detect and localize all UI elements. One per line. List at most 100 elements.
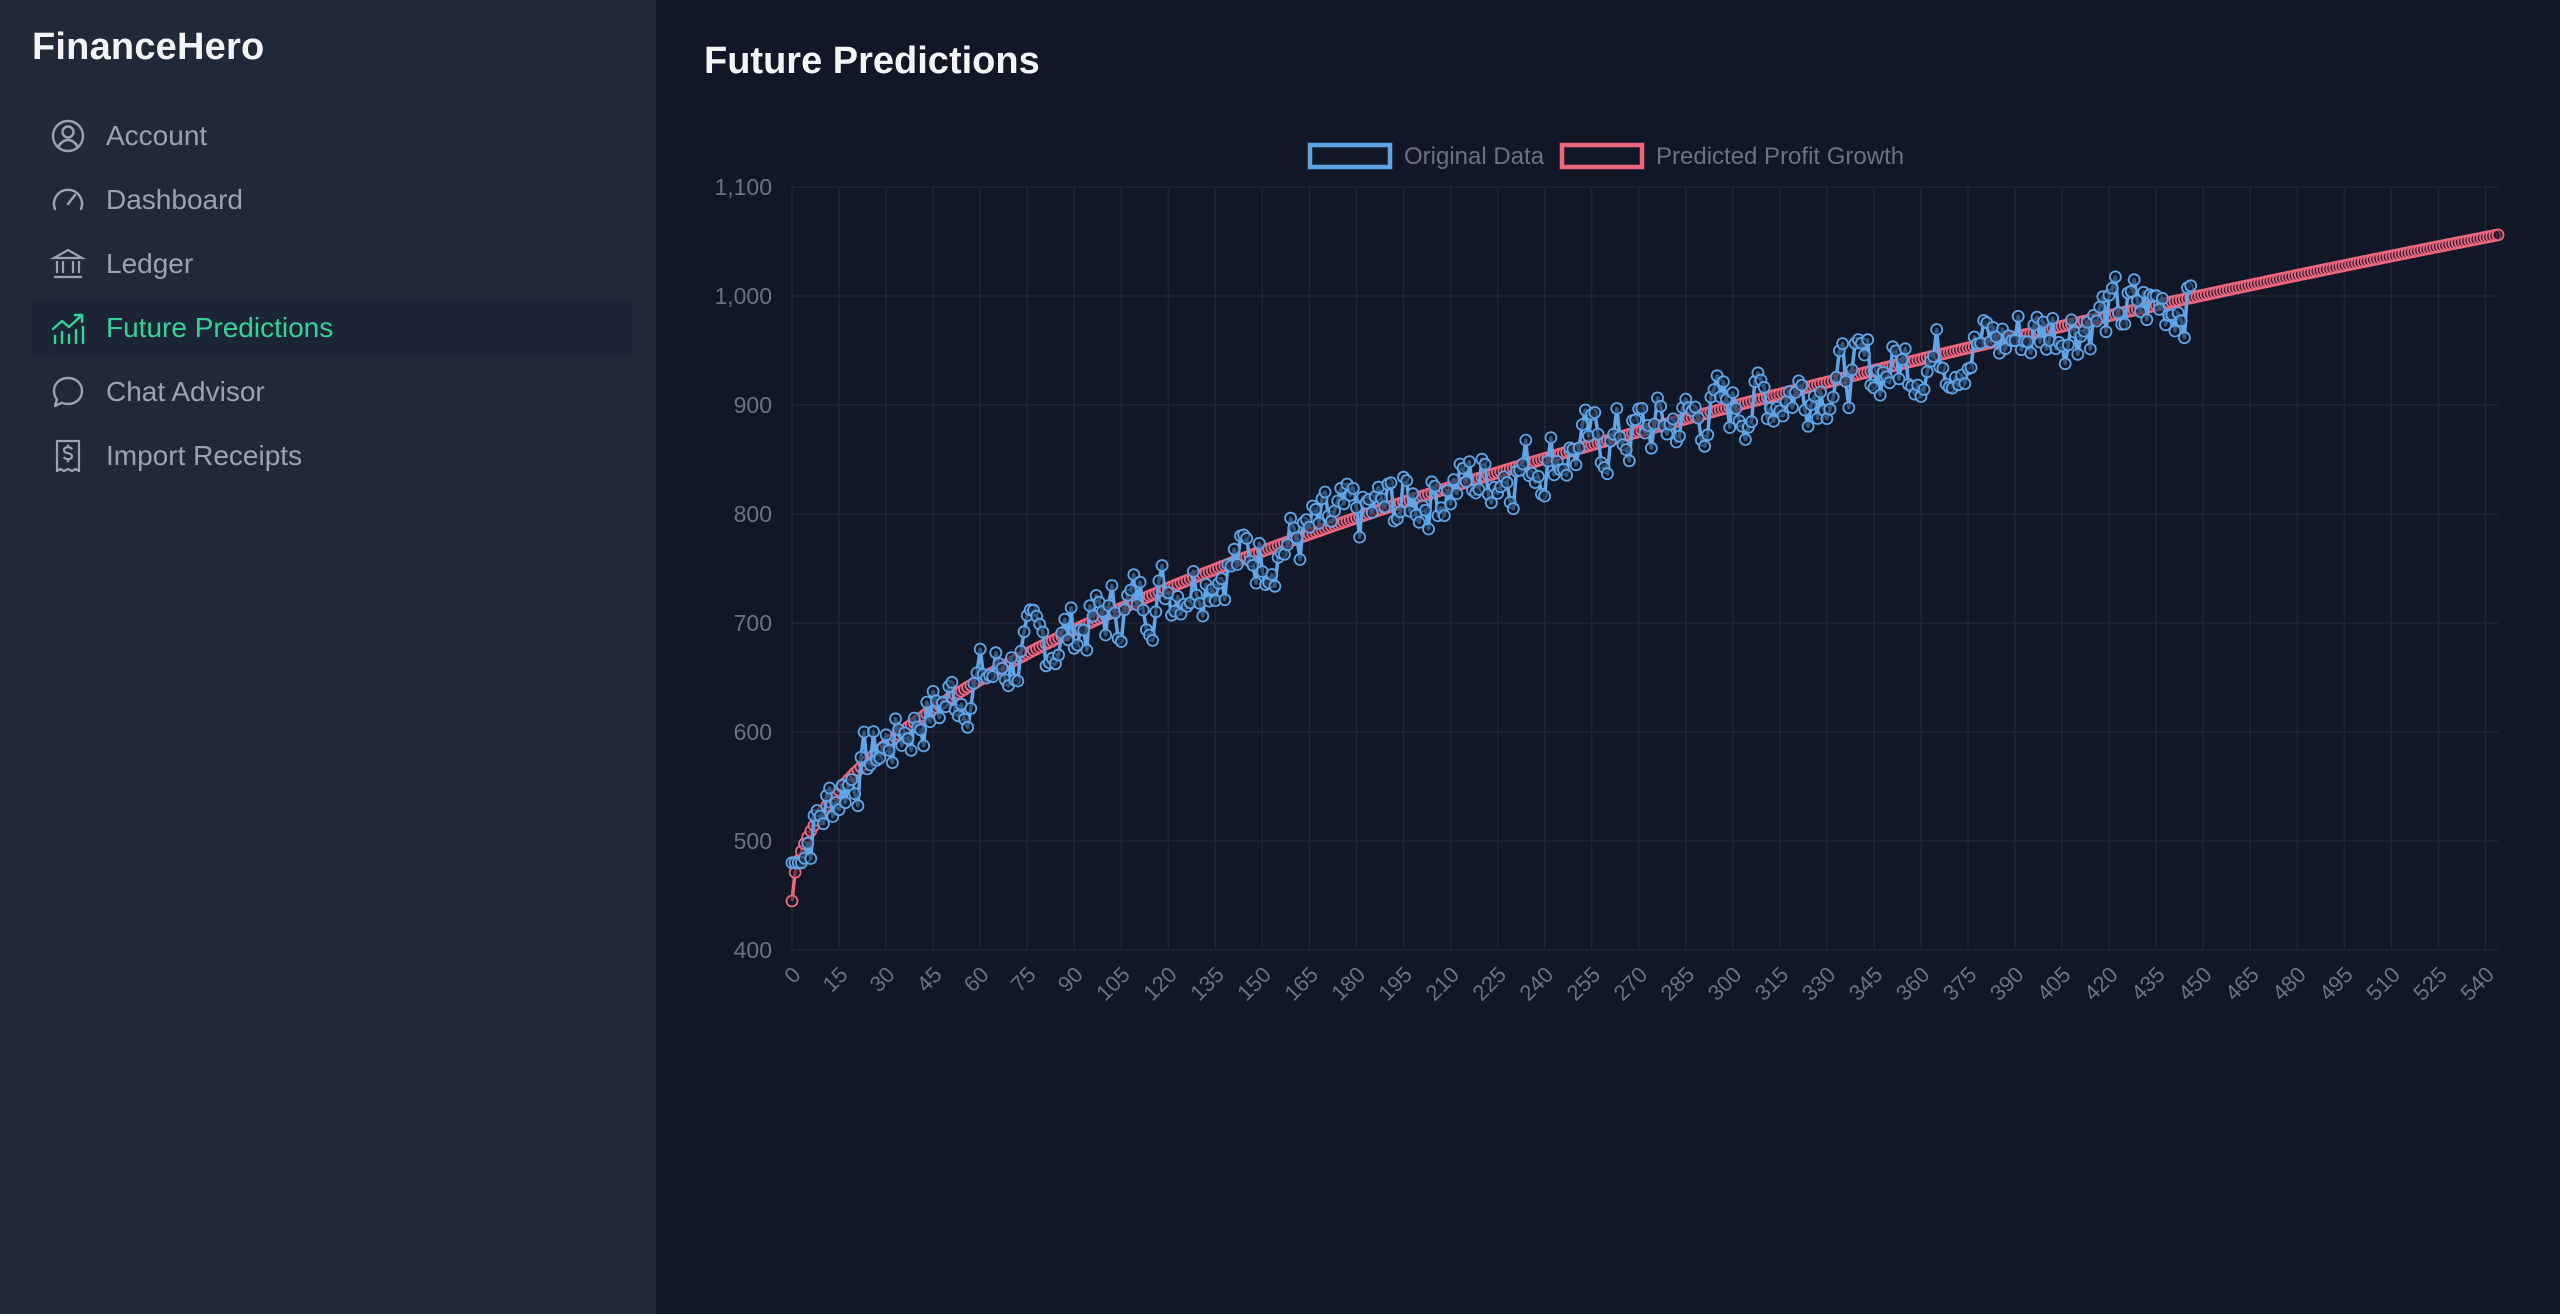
data-point <box>1290 531 1304 545</box>
y-tick-label: 500 <box>734 828 772 854</box>
data-point <box>2093 300 2107 314</box>
x-tick-label: 135 <box>1185 962 1229 1006</box>
data-point <box>1080 643 1094 657</box>
data-point <box>1757 380 1771 394</box>
data-point <box>2168 324 2182 338</box>
user-circle-icon <box>50 118 86 154</box>
data-point <box>1538 489 1551 503</box>
y-tick-label: 700 <box>734 610 772 636</box>
data-point <box>879 728 893 742</box>
data-point <box>845 773 859 786</box>
data-point <box>1011 674 1025 688</box>
x-tick-label: 120 <box>1138 962 1182 1006</box>
data-point <box>1726 386 1740 400</box>
x-tick-label: 375 <box>1938 962 1982 1006</box>
x-tick-label: 405 <box>2032 962 2076 1006</box>
data-point <box>1898 342 1912 356</box>
data-point <box>1964 361 1978 375</box>
data-point <box>2184 279 2198 293</box>
chart-legend: Original Data Predicted Profit Growth <box>1307 142 1904 170</box>
data-point <box>1017 625 1031 639</box>
app-title[interactable]: FinanceHero <box>32 26 265 68</box>
x-tick-label: 75 <box>1006 962 1041 997</box>
x-tick-label: 30 <box>865 962 900 997</box>
sidebar-item-label: Ledger <box>106 248 194 279</box>
data-point <box>1823 402 1837 416</box>
data-point <box>838 796 852 810</box>
data-point <box>1845 363 1859 377</box>
sidebar-item-chat-advisor[interactable]: Chat Advisor <box>32 364 632 420</box>
data-point <box>1268 579 1282 593</box>
data-point <box>823 781 837 795</box>
data-point <box>1246 558 1260 572</box>
data-point <box>1842 401 1856 415</box>
x-tick-label: 480 <box>2267 962 2311 1006</box>
data-point <box>2024 346 2038 360</box>
page-title: Future Predictions <box>704 40 1040 82</box>
data-point <box>1412 516 1426 529</box>
legend-label: Predicted Profit Growth <box>1656 143 1904 170</box>
x-tick-label: 390 <box>1985 962 2029 1006</box>
x-tick-label: 60 <box>959 962 994 997</box>
series-line <box>790 233 2499 902</box>
chart-grid <box>791 186 2498 951</box>
data-point <box>2071 347 2085 361</box>
data-point <box>1196 609 1210 623</box>
x-tick-label: 435 <box>2126 962 2170 1006</box>
data-point <box>1572 441 1586 455</box>
data-point <box>889 712 902 726</box>
data-point <box>1346 481 1360 495</box>
data-point <box>1858 348 1871 362</box>
data-point <box>2127 273 2141 287</box>
legend-item: Predicted Profit Growth <box>1559 142 1904 170</box>
data-point <box>1892 372 1906 386</box>
data-point <box>1601 467 1614 481</box>
y-tick-label: 1,100 <box>714 174 772 200</box>
data-point <box>1400 474 1414 488</box>
sidebar-item-label: Chat Advisor <box>106 376 265 407</box>
data-point <box>1124 583 1138 597</box>
data-point <box>2065 313 2078 327</box>
data-point <box>1252 536 1266 550</box>
data-point <box>1930 323 1944 336</box>
data-point <box>1701 428 1715 442</box>
data-point <box>1136 603 1150 617</box>
y-tick-label: 600 <box>734 719 772 745</box>
data-point <box>1519 433 1533 447</box>
x-tick-label: 315 <box>1750 962 1794 1006</box>
data-point <box>1146 634 1160 647</box>
data-point <box>1447 473 1461 487</box>
x-tick-label: 495 <box>2314 962 2358 1006</box>
data-point <box>1569 458 1583 472</box>
x-tick-label: 15 <box>818 962 853 997</box>
data-point <box>2109 270 2122 284</box>
data-point <box>1544 431 1558 445</box>
data-point <box>1691 411 1705 425</box>
sidebar-item-account[interactable]: Account <box>32 108 632 164</box>
data-point <box>904 744 918 757</box>
data-point <box>1958 377 1972 391</box>
data-point <box>1644 441 1658 455</box>
sidebar-item-ledger[interactable]: Ledger <box>32 236 632 292</box>
data-point <box>2124 284 2138 298</box>
data-point <box>2178 331 2191 345</box>
data-point <box>964 702 978 715</box>
legend-label: Original Data <box>1404 143 1545 170</box>
series-original <box>785 270 2198 870</box>
data-point <box>995 662 1009 675</box>
sidebar-item-import-receipts[interactable]: Import Receipts <box>32 428 632 484</box>
data-point <box>1450 487 1464 501</box>
data-point <box>901 732 915 746</box>
sidebar-item-dashboard[interactable]: Dashboard <box>32 172 632 228</box>
data-point <box>1312 516 1326 530</box>
sidebar-item-label: Import Receipts <box>106 440 303 471</box>
x-tick-label: 0 <box>779 962 805 988</box>
data-point <box>1917 383 1931 396</box>
sidebar-item-future-predictions[interactable]: Future Predictions <box>32 300 632 356</box>
data-point <box>1767 414 1780 428</box>
data-point <box>1729 402 1743 415</box>
x-tick-label: 330 <box>1797 962 1841 1006</box>
data-point <box>854 750 868 764</box>
data-point <box>1560 468 1573 482</box>
data-point <box>967 676 981 690</box>
